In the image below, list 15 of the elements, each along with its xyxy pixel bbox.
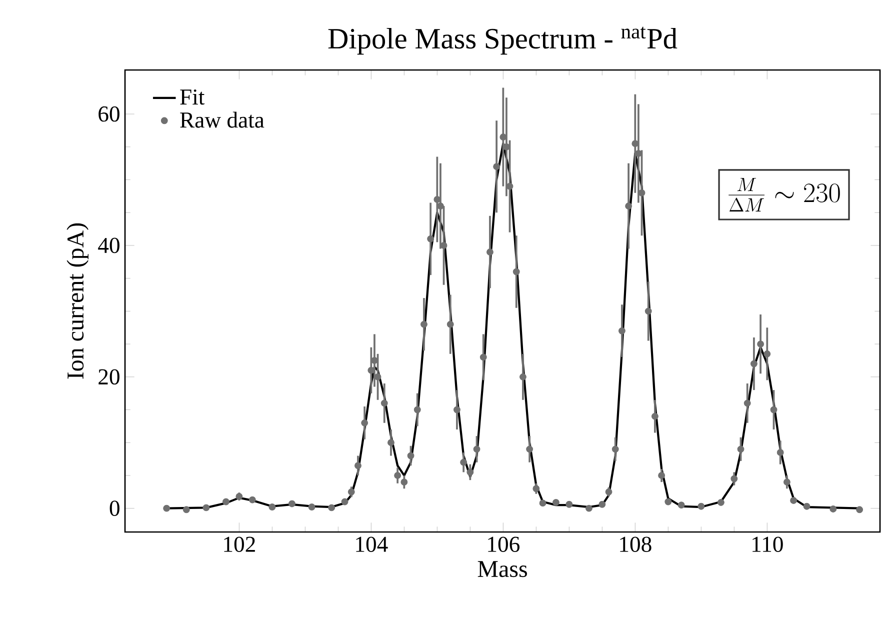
x-tick-label: 104 xyxy=(356,536,388,552)
x-axis-title: Mass xyxy=(478,561,527,578)
x-tick-label: 102 xyxy=(224,536,255,552)
y-tick-label: 60 xyxy=(98,106,120,122)
y-tick-label: 20 xyxy=(98,369,120,385)
y-axis-title: Ion current (pA) xyxy=(66,223,88,379)
annotation: $\frac{M}{\Delta M}\sim 230$ xyxy=(728,178,840,212)
y-tick-label: 0 xyxy=(110,500,120,516)
chart-title: Dipole Mass Spectrum - $^{nat}$Pd xyxy=(328,26,678,55)
y-tick-label: 40 xyxy=(98,238,120,254)
legend-label: Fit xyxy=(180,89,205,105)
x-tick-label: 110 xyxy=(752,536,783,552)
x-tick-label: 106 xyxy=(488,536,520,552)
x-tick-label: 108 xyxy=(620,536,652,552)
legend-label: Raw data xyxy=(180,112,264,128)
